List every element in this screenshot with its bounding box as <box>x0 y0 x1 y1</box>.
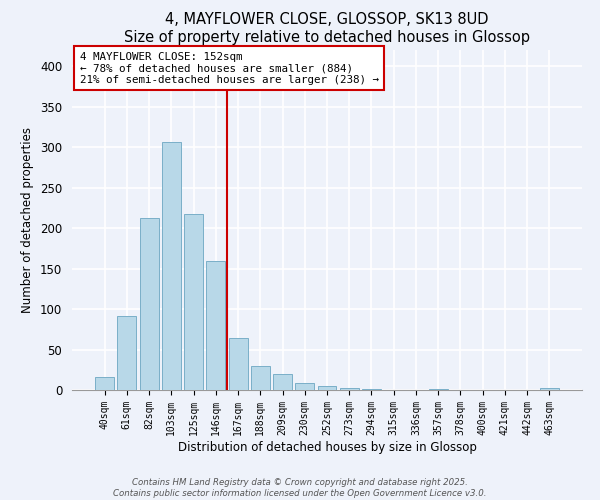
Bar <box>295 382 314 390</box>
Bar <box>95 377 114 390</box>
Bar <box>184 214 203 390</box>
Bar <box>340 388 359 390</box>
Bar <box>118 316 136 390</box>
Bar <box>362 389 381 390</box>
Bar <box>317 386 337 390</box>
Bar <box>251 366 270 390</box>
Bar <box>206 262 225 390</box>
Title: 4, MAYFLOWER CLOSE, GLOSSOP, SK13 8UD
Size of property relative to detached hous: 4, MAYFLOWER CLOSE, GLOSSOP, SK13 8UD Si… <box>124 12 530 44</box>
Bar <box>140 218 158 390</box>
Bar <box>162 142 181 390</box>
Text: 4 MAYFLOWER CLOSE: 152sqm
← 78% of detached houses are smaller (884)
21% of semi: 4 MAYFLOWER CLOSE: 152sqm ← 78% of detac… <box>80 52 379 85</box>
Y-axis label: Number of detached properties: Number of detached properties <box>22 127 34 313</box>
X-axis label: Distribution of detached houses by size in Glossop: Distribution of detached houses by size … <box>178 440 476 454</box>
Bar <box>273 374 292 390</box>
Text: Contains HM Land Registry data © Crown copyright and database right 2025.
Contai: Contains HM Land Registry data © Crown c… <box>113 478 487 498</box>
Bar <box>229 338 248 390</box>
Bar <box>540 388 559 390</box>
Bar <box>429 389 448 390</box>
